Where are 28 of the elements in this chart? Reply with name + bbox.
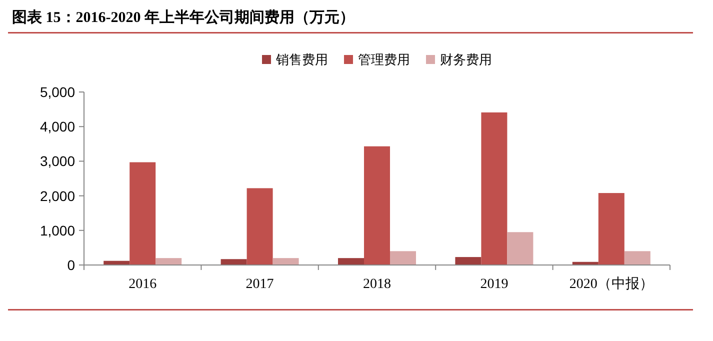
x-tick-label: 2020（中报） bbox=[569, 276, 654, 292]
bar bbox=[220, 259, 247, 265]
x-tick-label: 2018 bbox=[363, 277, 391, 292]
bar bbox=[246, 188, 273, 265]
bar bbox=[338, 258, 364, 265]
y-tick-label: 5,000 bbox=[40, 84, 76, 100]
legend-label: 财务费用 bbox=[440, 52, 492, 67]
x-tick-label: 2016 bbox=[128, 277, 157, 292]
bar bbox=[598, 193, 624, 265]
y-tick-label: 1,000 bbox=[40, 222, 76, 238]
legend-label: 销售费用 bbox=[275, 52, 328, 67]
bar bbox=[364, 146, 390, 265]
bar bbox=[624, 251, 650, 265]
bar bbox=[455, 257, 482, 265]
bar bbox=[390, 251, 416, 265]
x-tick-label: 2019 bbox=[480, 277, 508, 292]
bar bbox=[156, 258, 182, 265]
y-tick-label: 0 bbox=[67, 257, 76, 273]
legend-label: 管理费用 bbox=[358, 52, 410, 67]
bar bbox=[507, 232, 534, 265]
y-tick-label: 3,000 bbox=[40, 153, 76, 170]
bar bbox=[130, 162, 156, 265]
x-tick-label: 2017 bbox=[246, 277, 274, 292]
bar bbox=[481, 112, 508, 265]
chart-title: 图表 15：2016-2020 年上半年公司期间费用（万元） bbox=[12, 9, 354, 26]
y-tick-label: 4,000 bbox=[40, 118, 76, 135]
y-tick-label: 2,000 bbox=[40, 188, 76, 204]
bar bbox=[272, 258, 299, 265]
